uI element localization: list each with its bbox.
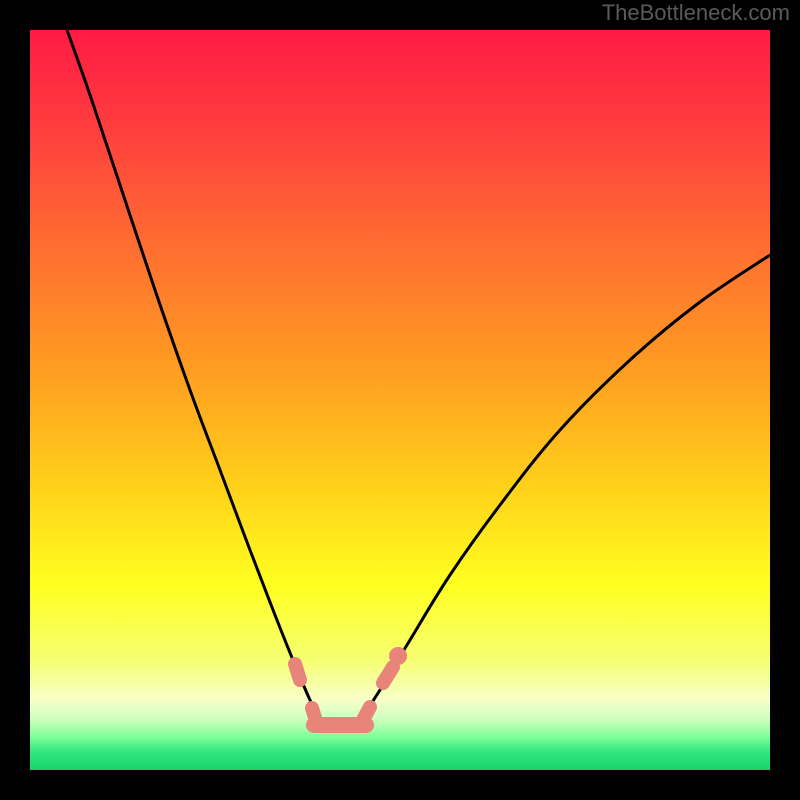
marker-pill xyxy=(383,667,393,683)
watermark-text: TheBottleneck.com xyxy=(602,0,790,26)
chart-svg xyxy=(0,0,800,800)
marker-dot xyxy=(389,647,407,665)
marker-pill xyxy=(295,664,300,680)
chart-container: TheBottleneck.com xyxy=(0,0,800,800)
